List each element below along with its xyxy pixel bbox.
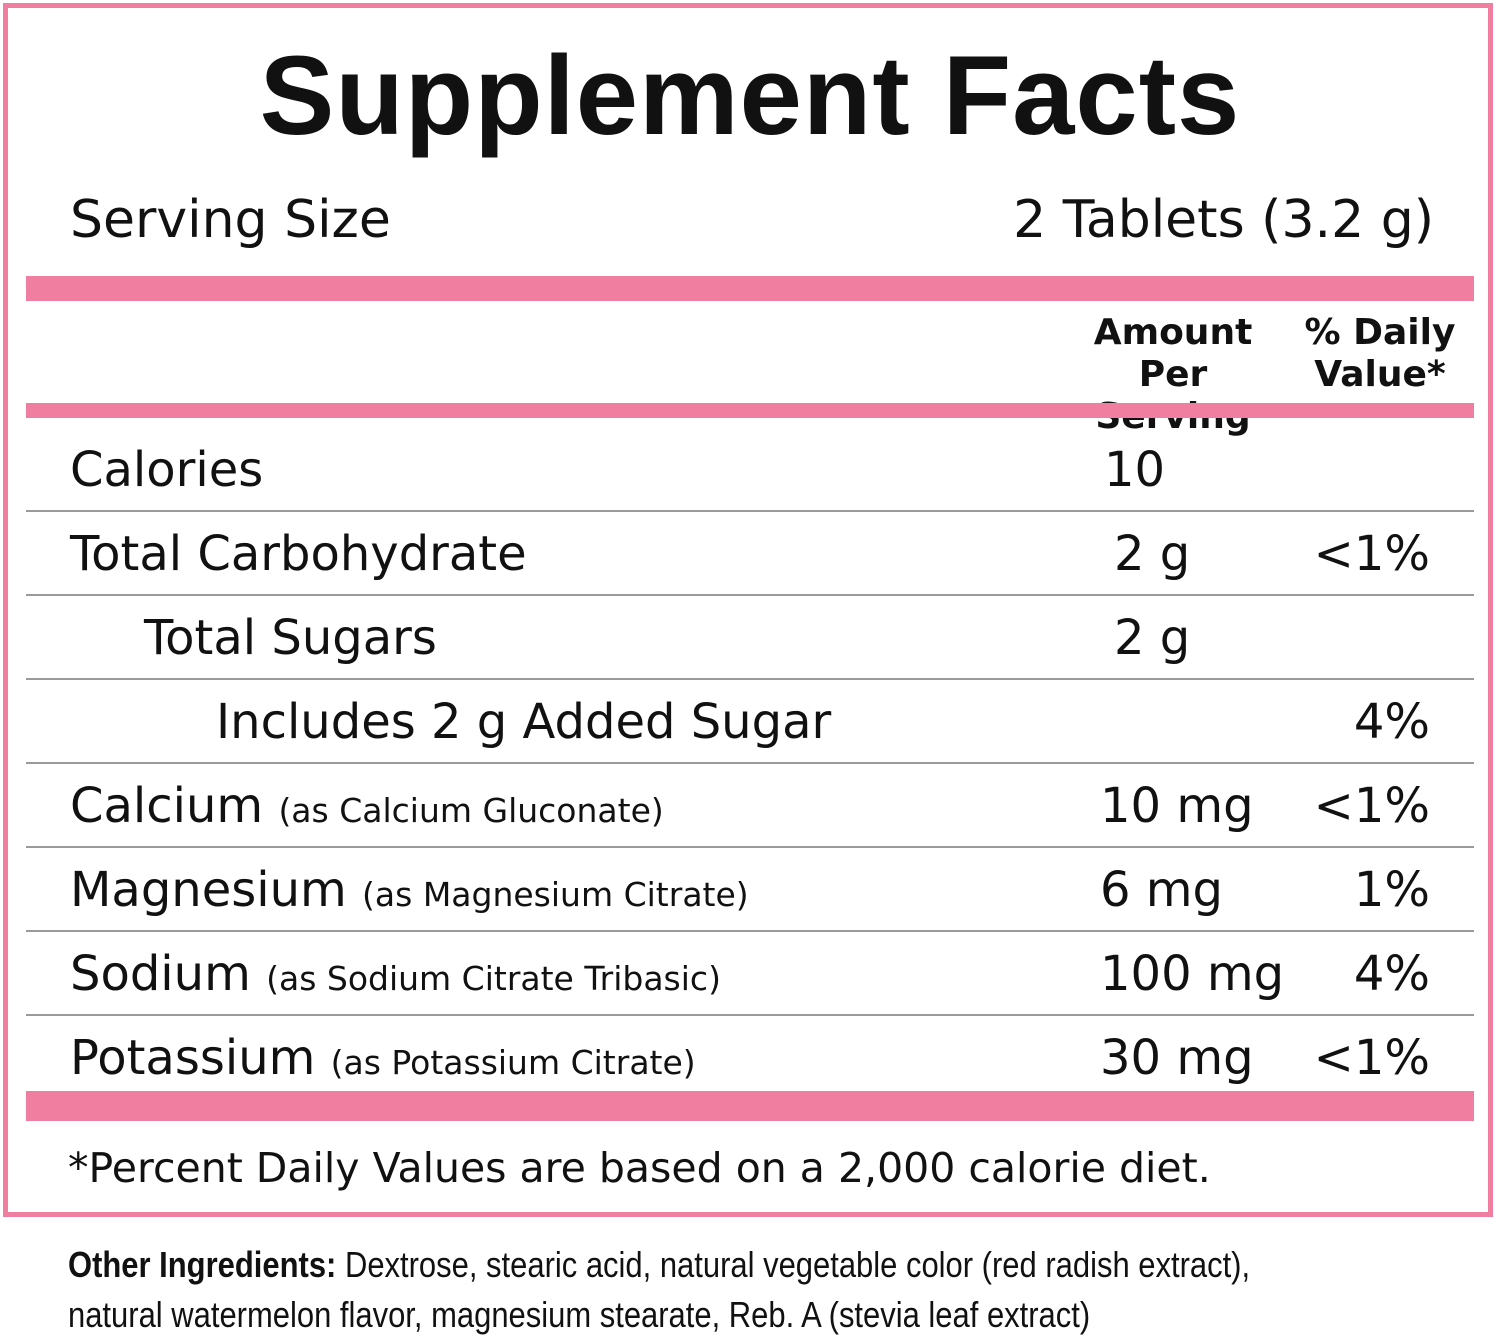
row-rule [26, 930, 1474, 932]
supplement-facts-panel [3, 3, 1493, 1217]
amount-header-line1: Amount [1093, 312, 1253, 353]
nutrient-amount: 30 mg [1100, 1030, 1254, 1086]
nutrient-source: (as Calcium Gluconate) [278, 791, 664, 830]
divider-bar-header [26, 403, 1474, 418]
daily-value-footnote: *Percent Daily Values are based on a 2,0… [68, 1144, 1211, 1192]
amount-header-line2: Per Serving [1095, 354, 1250, 437]
row-rule [26, 1014, 1474, 1016]
nutrient-name: Total Sugars [144, 606, 437, 670]
nutrient-label: Total Carbohydrate [70, 526, 527, 582]
nutrient-label: Total Sugars [144, 610, 437, 666]
nutrient-name: Potassium (as Potassium Citrate) [70, 1026, 696, 1095]
nutrient-dv: 1% [1353, 862, 1430, 918]
nutrient-dv: 4% [1353, 694, 1430, 750]
nutrient-label: Potassium [70, 1030, 316, 1086]
nutrient-name: Magnesium (as Magnesium Citrate) [70, 858, 749, 927]
nutrient-source: (as Potassium Citrate) [330, 1043, 696, 1082]
divider-bar-top [26, 276, 1474, 301]
nutrient-amount: 2 g [1114, 526, 1191, 582]
nutrient-amount: 6 mg [1100, 862, 1224, 918]
nutrient-name: Sodium (as Sodium Citrate Tribasic) [70, 942, 721, 1011]
nutrient-row-added-sugar: Includes 2 g Added Sugar 4% [26, 680, 1474, 764]
divider-bar-bottom [26, 1091, 1474, 1121]
nutrient-dv: <1% [1313, 526, 1430, 582]
other-ingredients: Other Ingredients: Dextrose, stearic aci… [68, 1240, 1272, 1340]
row-rule [26, 762, 1474, 764]
nutrient-row-total-sugars: Total Sugars 2 g [26, 596, 1474, 680]
nutrient-name: Includes 2 g Added Sugar [216, 690, 831, 754]
other-ingredients-line2: natural watermelon flavor, magnesium ste… [68, 1294, 1091, 1335]
row-rule [26, 510, 1474, 512]
serving-size-value: 2 Tablets (3.2 g) [1013, 190, 1434, 250]
nutrient-label: Sodium [70, 946, 251, 1002]
nutrient-source: (as Sodium Citrate Tribasic) [266, 959, 721, 998]
nutrient-amount: 10 mg [1100, 778, 1254, 834]
nutrient-source: (as Magnesium Citrate) [362, 875, 749, 914]
row-rule [26, 678, 1474, 680]
other-ingredients-text-1: Dextrose, stearic acid, natural vegetabl… [344, 1244, 1251, 1285]
other-ingredients-line1: Other Ingredients: Dextrose, stearic aci… [68, 1240, 1272, 1290]
nutrient-amount: 2 g [1114, 610, 1191, 666]
other-ingredients-label: Other Ingredients: [68, 1244, 337, 1285]
nutrient-amount: 10 [1104, 442, 1166, 498]
nutrient-label: Magnesium [70, 862, 347, 918]
nutrient-row-calories: Calories 10 [26, 428, 1474, 512]
dv-header-line2: Value* [1314, 354, 1446, 395]
daily-value-header: % Daily Value* [1300, 312, 1460, 396]
nutrient-row-calcium: Calcium (as Calcium Gluconate) 10 mg <1% [26, 764, 1474, 848]
serving-size-label: Serving Size [70, 190, 391, 250]
nutrient-dv: 4% [1353, 946, 1430, 1002]
row-rule [26, 594, 1474, 596]
nutrient-row-magnesium: Magnesium (as Magnesium Citrate) 6 mg 1% [26, 848, 1474, 932]
dv-header-line1: % Daily [1304, 312, 1456, 353]
row-rule [26, 846, 1474, 848]
nutrient-row-potassium: Potassium (as Potassium Citrate) 30 mg <… [26, 1016, 1474, 1100]
nutrient-dv: <1% [1313, 1030, 1430, 1086]
nutrient-dv: <1% [1313, 778, 1430, 834]
amount-per-serving-header: Amount Per Serving [1058, 312, 1288, 438]
nutrient-name: Calcium (as Calcium Gluconate) [70, 774, 664, 843]
panel-title: Supplement Facts [259, 33, 1241, 158]
nutrient-name: Calories [70, 438, 263, 502]
nutrient-amount: 100 mg [1100, 946, 1285, 1002]
nutrient-label: Calcium [70, 778, 264, 834]
nutrient-name: Total Carbohydrate [70, 522, 527, 586]
nutrient-label: Calories [70, 442, 264, 498]
nutrient-label: Includes 2 g Added Sugar [216, 694, 832, 750]
nutrient-row-sodium: Sodium (as Sodium Citrate Tribasic) 100 … [26, 932, 1474, 1016]
nutrient-row-total-carbohydrate: Total Carbohydrate 2 g <1% [26, 512, 1474, 596]
